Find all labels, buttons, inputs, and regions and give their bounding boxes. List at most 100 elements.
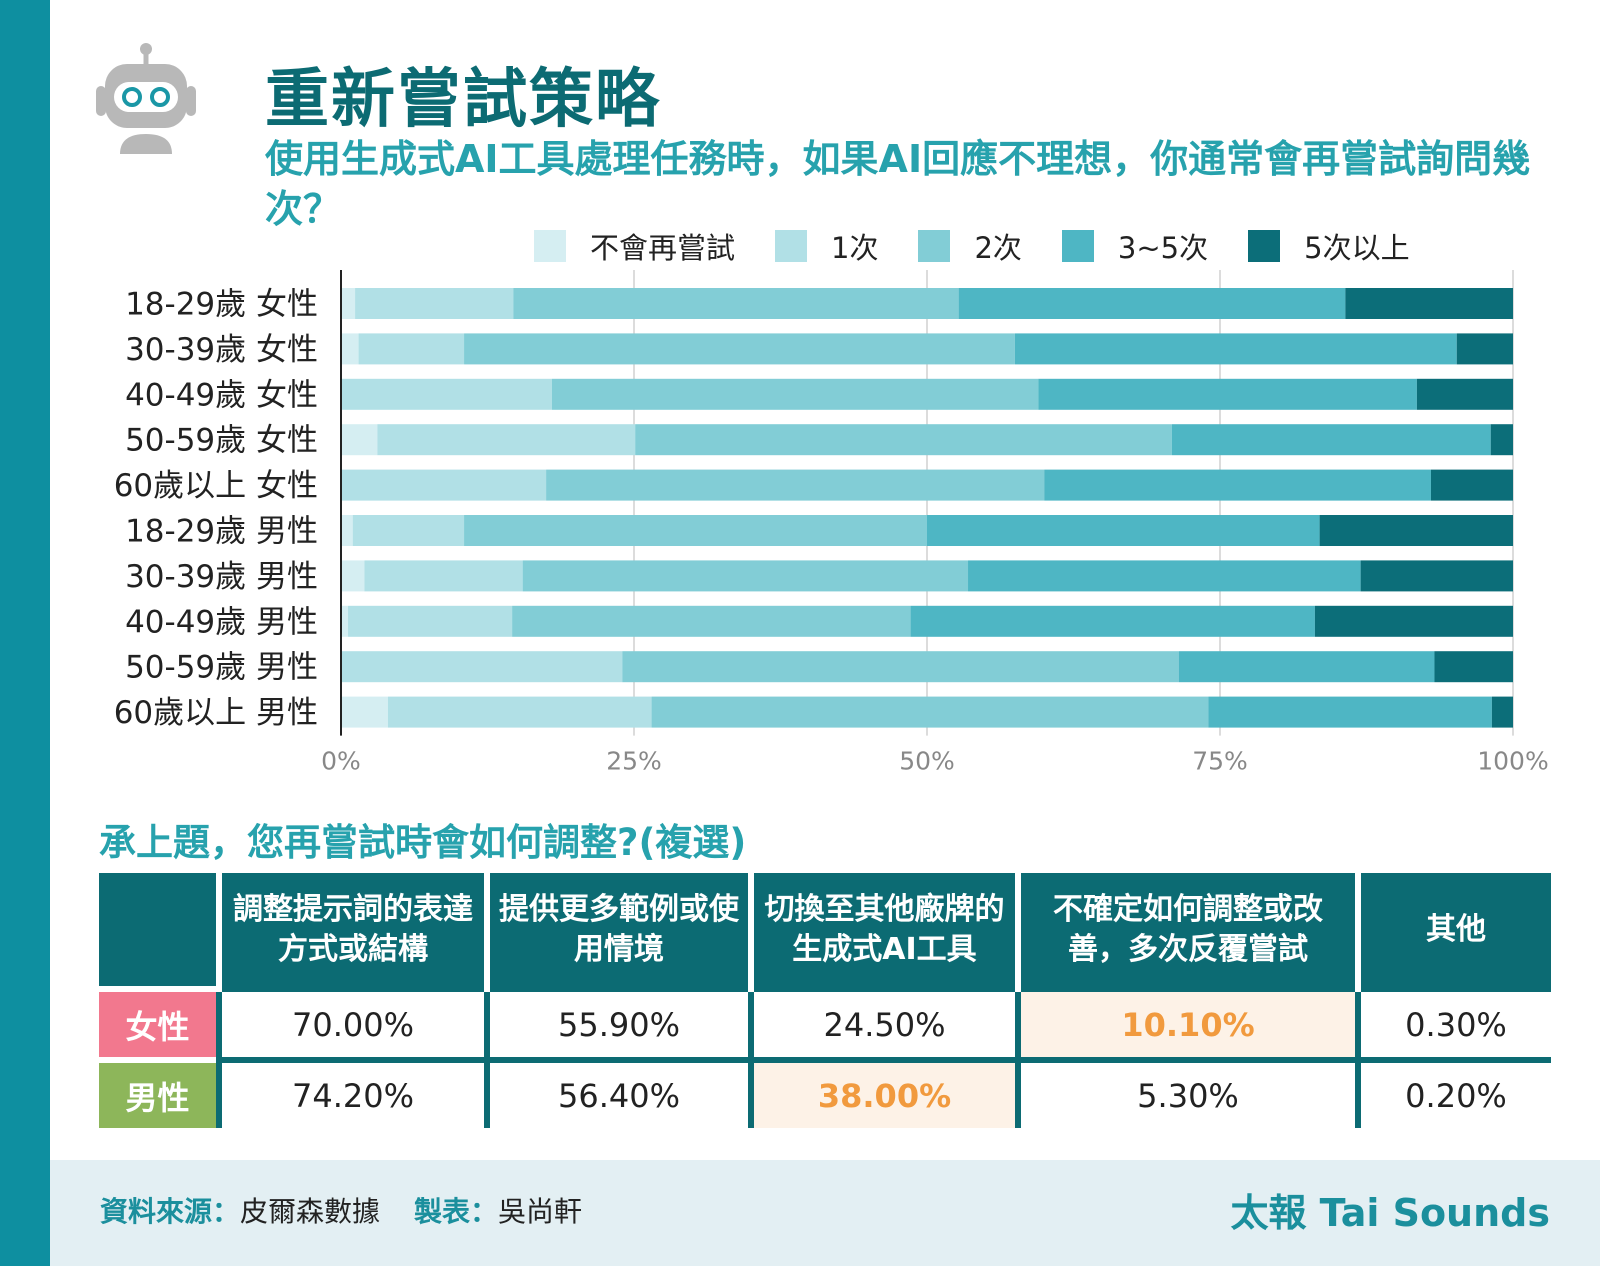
bar-segment — [1014, 333, 1457, 365]
legend-item: 3~5次 — [1061, 225, 1209, 267]
bar-segment — [1038, 378, 1417, 410]
table-header-cell: 調整提示詞的表達方式或結構 — [216, 873, 487, 989]
bar-segment — [968, 560, 1361, 592]
legend-label: 5次以上 — [1304, 231, 1410, 265]
source-value: 皮爾森數據 — [240, 1195, 381, 1228]
brand-logo: 太報 Tai Sounds — [1230, 1191, 1550, 1235]
y-category-label: 60歲以上 男性 — [114, 695, 318, 731]
bar-segment — [341, 288, 356, 319]
table-cell-highlight: 38.00% — [748, 1057, 1018, 1128]
y-category-label: 18-29歲 男性 — [125, 514, 318, 550]
bar-segment — [358, 333, 465, 365]
table-header-cell: 其他 — [1355, 873, 1551, 989]
y-category-label: 18-29歲 女性 — [125, 287, 318, 323]
legend-swatch — [534, 230, 566, 262]
bar-segment — [341, 424, 378, 456]
bar-segment — [464, 515, 927, 546]
y-category-label: 50-59歲 女性 — [125, 423, 318, 459]
bar-segment — [513, 288, 959, 319]
bar-segment — [1456, 333, 1513, 365]
bar-segment — [910, 605, 1315, 637]
y-category-label: 30-39歲 女性 — [125, 332, 318, 368]
bar-segment — [651, 696, 1209, 728]
maker-label: 製表： — [414, 1195, 499, 1228]
bar-segment — [1434, 651, 1513, 683]
legend-item: 1次 — [775, 225, 878, 267]
bar-segment — [341, 696, 388, 728]
robot-icon — [96, 43, 196, 154]
y-category-label: 50-59歲 男性 — [125, 650, 318, 686]
table-cell: 0.30% — [1355, 986, 1551, 1060]
legend-label: 2次 — [974, 231, 1022, 265]
bar-segment — [1319, 515, 1513, 546]
bar-segment — [635, 424, 1172, 456]
y-category-label: 40-49歲 女性 — [125, 377, 318, 413]
legend-label: 3~5次 — [1117, 231, 1209, 265]
maker-value: 吳尚軒 — [498, 1195, 583, 1228]
row-label-female: 女性 — [99, 986, 219, 1060]
bar-segment — [341, 560, 365, 592]
bar-segment — [522, 560, 969, 592]
row-label-male: 男性 — [99, 1057, 219, 1128]
y-category-label: 60歲以上 女性 — [114, 468, 318, 504]
adjustment-table: 調整提示詞的表達方式或結構 提供更多範例或使用情境 切換至其他廠牌的生成式AI工… — [99, 873, 1551, 1128]
x-tick-label: 100% — [1477, 747, 1548, 776]
bar-segment — [341, 651, 623, 683]
legend-swatch — [775, 230, 808, 262]
x-tick-label: 50% — [899, 747, 955, 776]
legend-item: 不會再嘗試 — [534, 225, 735, 267]
page-title: 重新嘗試策略 — [265, 63, 661, 137]
table-header-cell: 切換至其他廠牌的生成式AI工具 — [748, 873, 1018, 989]
bar-segment — [341, 469, 547, 501]
bar-segment — [1345, 288, 1513, 319]
legend-label: 1次 — [831, 231, 879, 265]
bar-segment — [341, 378, 552, 410]
bar-segment — [355, 288, 514, 319]
bar-segment — [1044, 469, 1431, 501]
y-category-label: 30-39歲 男性 — [125, 559, 318, 595]
bar-segment — [551, 378, 1039, 410]
table-header-cell: 提供更多範例或使用情境 — [484, 873, 751, 989]
bar-segment — [1490, 424, 1513, 456]
bar-segment — [387, 696, 652, 728]
bar-segment — [512, 605, 911, 637]
table-cell: 74.20% — [216, 1057, 487, 1128]
bar-segment — [927, 515, 1320, 546]
table-header-corner — [99, 873, 219, 989]
left-accent-bar — [0, 0, 50, 1266]
bar-segment — [546, 469, 1045, 501]
x-tick-label: 25% — [606, 747, 662, 776]
bar-segment — [341, 515, 353, 546]
table-cell: 55.90% — [484, 986, 751, 1060]
table-cell-highlight: 10.10% — [1015, 986, 1358, 1060]
source-label: 資料來源： — [100, 1195, 241, 1228]
legend-swatch — [1061, 230, 1094, 262]
bar-segment — [1208, 696, 1492, 728]
bar-segment — [1171, 424, 1491, 456]
legend-item: 5次以上 — [1248, 225, 1410, 267]
x-tick-label: 75% — [1192, 747, 1248, 776]
legend-item: 2次 — [918, 225, 1022, 267]
source-line: 資料來源：皮爾森數據 製表：吳尚軒 — [100, 1190, 582, 1230]
bar-segment — [1416, 378, 1513, 410]
bar-segment — [352, 515, 465, 546]
bar-segment — [958, 288, 1346, 319]
table-question: 承上題，您再嘗試時會如何調整?(複選) — [99, 821, 747, 864]
table-cell: 24.50% — [748, 986, 1018, 1060]
bar-segment — [464, 333, 1015, 365]
bar-segment — [1178, 651, 1435, 683]
bar-segment — [1314, 605, 1513, 637]
stacked-bar-chart: 0% 25% 50% 75% 100% 18-29歲 女性 30-39歲 女性 40-49歲 … — [114, 270, 1549, 776]
bar-segment — [348, 605, 513, 637]
bar-segment — [341, 333, 359, 365]
bar-segment — [1491, 696, 1513, 728]
table-row-male: 男性 74.20% 56.40% 38.00% 5.30% 0.20% — [99, 1057, 1551, 1128]
table-header-row: 調整提示詞的表達方式或結構 提供更多範例或使用情境 切換至其他廠牌的生成式AI工… — [99, 873, 1551, 989]
bar-segment — [622, 651, 1179, 683]
x-tick-label: 0% — [321, 747, 361, 776]
bar-segment — [1360, 560, 1513, 592]
table-cell: 0.20% — [1355, 1057, 1551, 1128]
table-row-female: 女性 70.00% 55.90% 24.50% 10.10% 0.30% — [99, 986, 1551, 1060]
chart-question: 使用生成式AI工具處理任務時，如果AI回應不理想，你通常會再嘗試詢問幾次？ — [265, 137, 1531, 231]
footer: 資料來源：皮爾森數據 製表：吳尚軒 太報 Tai Sounds — [50, 1160, 1600, 1266]
